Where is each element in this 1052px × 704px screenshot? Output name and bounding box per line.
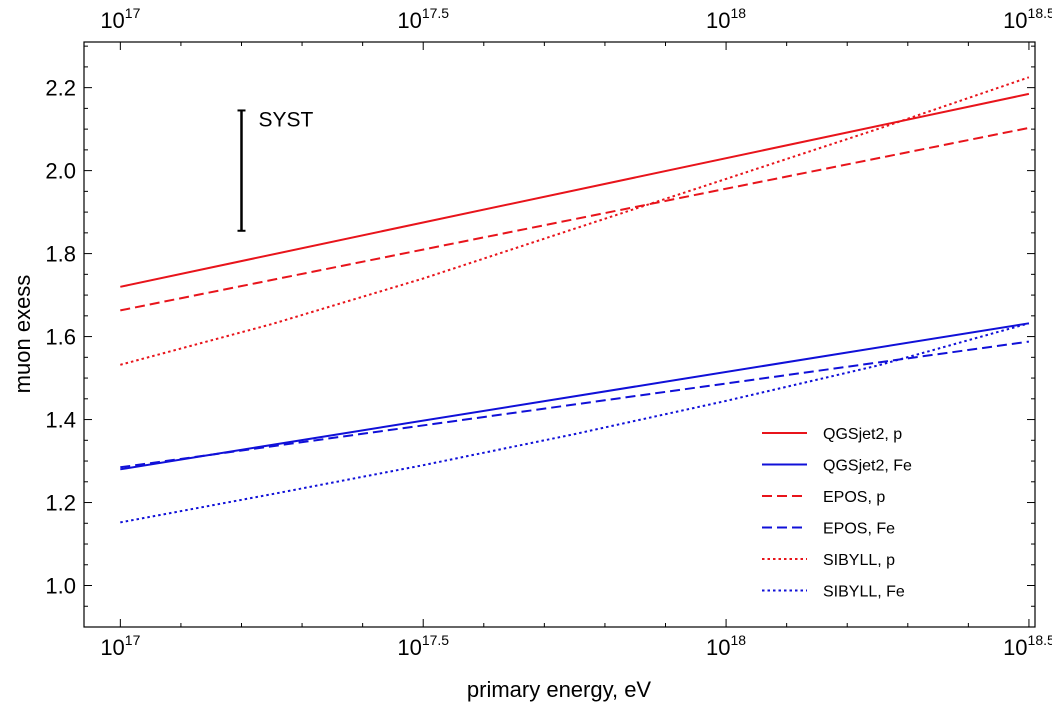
axis-ticks: 1017 1017 1017.5 1017.5 1018 1018 1018.5 1018.5… <box>45 5 1052 660</box>
legend-label: QGSjet2, Fe <box>823 458 912 475</box>
x-tick-label-top: 1018 <box>706 5 746 33</box>
y-tick-label: 2.0 <box>45 159 76 184</box>
series-line <box>120 126 1030 312</box>
x-tick-label-top: 1018.5 <box>1003 5 1052 33</box>
y-tick-label: 1.8 <box>45 242 76 267</box>
x-tick-label: 1018 <box>706 632 746 660</box>
legend-label: SIBYLL, p <box>823 552 895 569</box>
x-tick-label: 1017.5 <box>397 632 449 660</box>
series-line <box>120 322 1030 471</box>
legend-label: EPOS, p <box>823 489 885 506</box>
series-line <box>120 92 1030 288</box>
legend: QGSjet2, p QGSjet2, Fe EPOS, p EPOS, Fe SIBY… <box>762 426 912 601</box>
x-tick-label-top: 1017 <box>100 5 140 33</box>
y-tick-label: 1.4 <box>45 408 76 433</box>
x-tick-label: 1017 <box>100 632 140 660</box>
y-tick-label: 1.6 <box>45 325 76 350</box>
series-line <box>120 76 1030 366</box>
legend-label: SIBYLL, Fe <box>823 584 905 601</box>
y-tick-label: 1.2 <box>45 491 76 516</box>
y-tick-label: 2.2 <box>45 76 76 101</box>
syst-annotation: SYST <box>237 108 314 232</box>
x-tick-label-top: 1017.5 <box>397 5 449 33</box>
y-tick-label: 1.0 <box>45 574 76 599</box>
syst-label: SYST <box>258 108 313 131</box>
series-line <box>120 340 1030 469</box>
x-tick-label: 1018.5 <box>1003 632 1052 660</box>
y-axis-label: muon exess <box>10 275 35 394</box>
legend-label: EPOS, Fe <box>823 521 895 538</box>
legend-label: QGSjet2, p <box>823 426 902 443</box>
plot-area <box>83 41 1036 628</box>
series-lines <box>120 76 1030 524</box>
series-line <box>120 322 1030 524</box>
x-axis-label: primary energy, eV <box>467 677 652 702</box>
